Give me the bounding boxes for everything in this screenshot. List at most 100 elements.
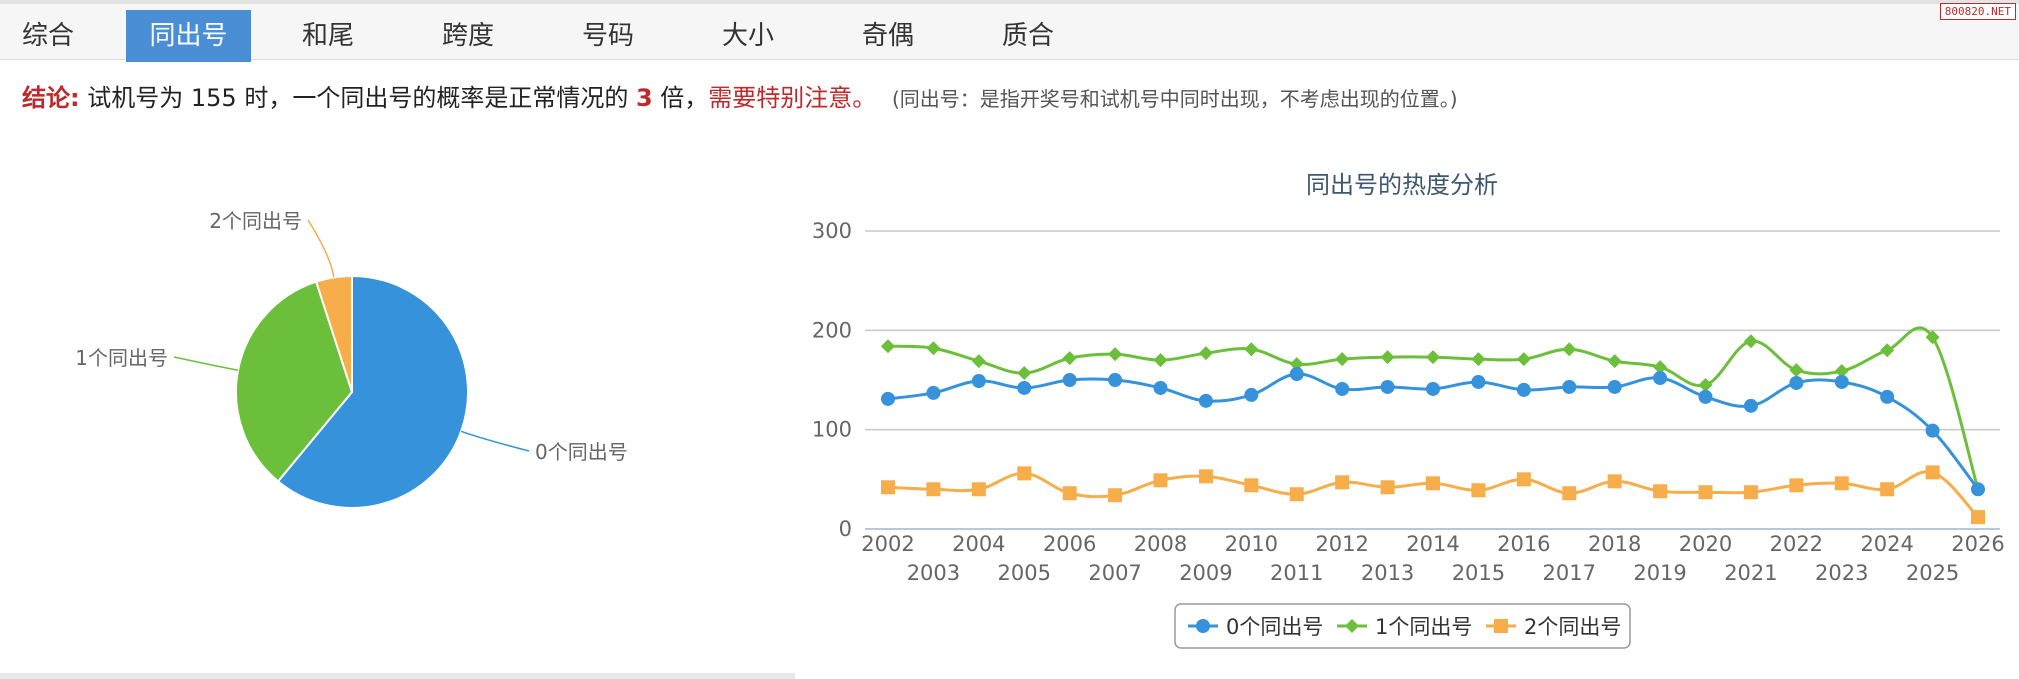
- data-point[interactable]: [1380, 480, 1395, 495]
- data-point[interactable]: [1289, 487, 1304, 502]
- data-point[interactable]: [1698, 485, 1713, 500]
- data-point[interactable]: [1789, 363, 1804, 378]
- data-point[interactable]: [1971, 510, 1985, 525]
- tab-zhihe[interactable]: 质合: [1001, 21, 1054, 51]
- legend-item[interactable]: 2个同出号: [1486, 615, 1621, 639]
- legend-marker[interactable]: [1345, 619, 1359, 633]
- legend-item[interactable]: 0个同出号: [1188, 615, 1323, 639]
- data-point[interactable]: [1380, 350, 1395, 365]
- x-tick-label: 2011: [1270, 561, 1323, 585]
- data-point[interactable]: [971, 373, 986, 388]
- data-point[interactable]: [971, 354, 986, 369]
- data-point[interactable]: [1971, 482, 1985, 497]
- data-point[interactable]: [1198, 346, 1213, 361]
- legend-marker[interactable]: [1494, 619, 1508, 633]
- data-point[interactable]: [1925, 423, 1940, 438]
- data-point[interactable]: [1335, 352, 1350, 367]
- data-point[interactable]: [1880, 343, 1895, 358]
- data-point[interactable]: [1925, 330, 1940, 345]
- data-point[interactable]: [1426, 381, 1440, 396]
- data-point[interactable]: [881, 339, 895, 354]
- x-tick-label: 2015: [1452, 561, 1505, 585]
- data-point[interactable]: [1335, 381, 1350, 396]
- legend-item[interactable]: 1个同出号: [1337, 615, 1472, 639]
- data-point[interactable]: [1471, 483, 1486, 498]
- tab-kuadu[interactable]: 跨度: [441, 21, 494, 51]
- data-point[interactable]: [1108, 373, 1123, 387]
- data-point[interactable]: [1153, 380, 1168, 395]
- data-point[interactable]: [926, 482, 941, 497]
- data-point[interactable]: [971, 482, 986, 497]
- pie-slice[interactable]: [276, 274, 469, 509]
- data-point[interactable]: [1562, 379, 1577, 394]
- tab-tongchuhao[interactable]: 同出号: [126, 10, 251, 62]
- data-point[interactable]: [1108, 347, 1123, 362]
- data-point[interactable]: [926, 385, 941, 400]
- pie-slice[interactable]: [314, 274, 353, 393]
- data-point[interactable]: [1471, 352, 1486, 367]
- data-point[interactable]: [1108, 488, 1123, 503]
- data-point[interactable]: [1743, 485, 1758, 500]
- x-tick-label: 2016: [1497, 532, 1550, 556]
- x-tick-label: 2014: [1406, 532, 1459, 556]
- data-point[interactable]: [1880, 389, 1895, 404]
- data-point[interactable]: [1017, 380, 1032, 395]
- data-point[interactable]: [1743, 334, 1758, 349]
- conclusion-note: (同出号：是指开奖号和试机号中同时出现，不考虑出现的位置。): [891, 87, 1458, 111]
- data-point[interactable]: [1607, 379, 1622, 394]
- data-point[interactable]: [1289, 357, 1304, 372]
- tab-haoma[interactable]: 号码: [581, 21, 634, 51]
- x-tick-label: 2017: [1543, 561, 1596, 585]
- data-point[interactable]: [1743, 398, 1758, 413]
- data-point[interactable]: [1335, 475, 1350, 490]
- data-point[interactable]: [1789, 375, 1804, 390]
- legend-label: 1个同出号: [1375, 615, 1472, 639]
- data-point[interactable]: [1471, 374, 1486, 389]
- data-point[interactable]: [1198, 393, 1213, 408]
- data-point[interactable]: [1153, 473, 1168, 488]
- data-point[interactable]: [1516, 382, 1531, 397]
- data-point[interactable]: [1698, 389, 1713, 404]
- tab-daxiao[interactable]: 大小: [721, 21, 774, 51]
- data-point[interactable]: [1244, 387, 1259, 402]
- data-point[interactable]: [1607, 354, 1622, 369]
- data-point[interactable]: [1289, 367, 1304, 382]
- data-point[interactable]: [1380, 379, 1395, 394]
- data-point[interactable]: [1017, 366, 1032, 381]
- tab-hewei[interactable]: 和尾: [301, 21, 354, 51]
- data-point[interactable]: [881, 391, 895, 406]
- data-point[interactable]: [1244, 478, 1259, 493]
- data-point[interactable]: [1880, 482, 1895, 497]
- data-point[interactable]: [1607, 474, 1622, 489]
- data-point[interactable]: [881, 480, 895, 495]
- data-point[interactable]: [1834, 476, 1849, 491]
- tab-zonghe[interactable]: 综合: [21, 21, 74, 51]
- data-point[interactable]: [1426, 476, 1440, 491]
- data-point[interactable]: [1153, 353, 1168, 368]
- data-point[interactable]: [1834, 364, 1849, 379]
- x-tick-label: 2021: [1724, 561, 1777, 585]
- tab-jiou[interactable]: 奇偶: [861, 21, 914, 51]
- data-point[interactable]: [1562, 342, 1577, 357]
- data-point[interactable]: [1198, 469, 1213, 484]
- conclusion-warning: 需要特别注意。: [708, 84, 877, 112]
- data-point[interactable]: [1653, 360, 1668, 375]
- legend-marker[interactable]: [1196, 619, 1210, 633]
- data-point[interactable]: [1426, 350, 1440, 365]
- data-point[interactable]: [1653, 484, 1668, 499]
- data-point[interactable]: [1244, 342, 1259, 357]
- data-point[interactable]: [1516, 352, 1531, 367]
- data-point[interactable]: [1698, 377, 1713, 392]
- data-point[interactable]: [1017, 466, 1032, 481]
- data-point[interactable]: [1925, 465, 1940, 480]
- data-point[interactable]: [926, 341, 941, 356]
- data-point[interactable]: [1062, 486, 1077, 501]
- data-point[interactable]: [1834, 374, 1849, 389]
- data-point[interactable]: [1062, 373, 1077, 387]
- data-point[interactable]: [1516, 472, 1531, 487]
- data-point[interactable]: [1062, 351, 1077, 366]
- data-point[interactable]: [1789, 478, 1804, 493]
- data-point[interactable]: [1653, 371, 1668, 386]
- data-point[interactable]: [1562, 486, 1577, 501]
- y-tick-label: 200: [812, 318, 852, 342]
